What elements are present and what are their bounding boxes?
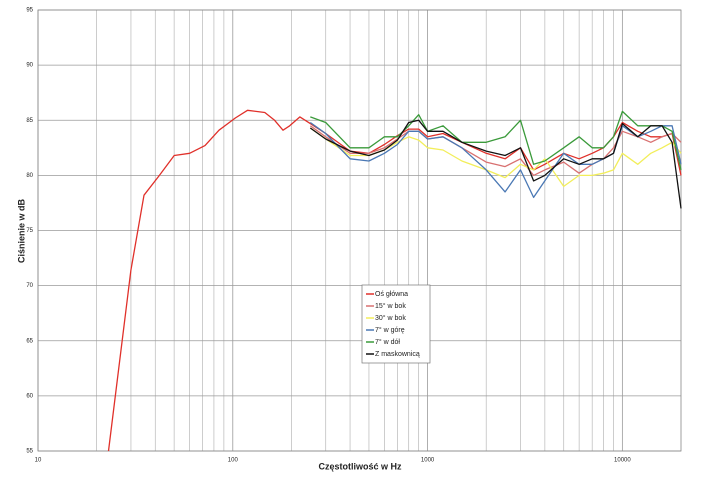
y-tick-label: 70 [26,283,33,289]
y-tick-label: 95 [26,8,33,14]
y-axis-title: Ciśnienie w dB [16,198,26,263]
legend: Oś główna 15° w bok 30° w bok 7° w górę 7° w… [361,284,431,364]
series-line [310,110,682,171]
x-tick-label: 100 [228,458,239,464]
legend-label: 7° w górę [375,326,405,334]
plot-border [37,9,682,452]
legend-label: Z maskownicą [375,351,420,358]
legend-label: 7° w dół [375,338,400,346]
x-tick-label: 1000 [421,458,435,464]
y-tick-label: 65 [26,338,33,344]
x-tick-label: 10 [35,458,42,464]
y-tick-label: 60 [26,393,33,399]
series-line [309,119,682,209]
legend-label: 15° w bok [375,302,406,310]
y-tick-label: 75 [26,228,33,234]
legend-box [361,284,431,364]
series-line [309,125,682,177]
x-axis-title: Częstotliwość w Hz [318,461,402,471]
y-tick-label: 85 [26,118,33,124]
y-tick-label: 80 [26,173,33,179]
x-tick-label: 10000 [614,458,631,464]
legend-label: Oś główna [375,291,408,298]
y-tick-label: 90 [26,63,33,69]
y-tick-label: 55 [26,449,33,455]
legend-label: 30° w bok [375,314,406,322]
